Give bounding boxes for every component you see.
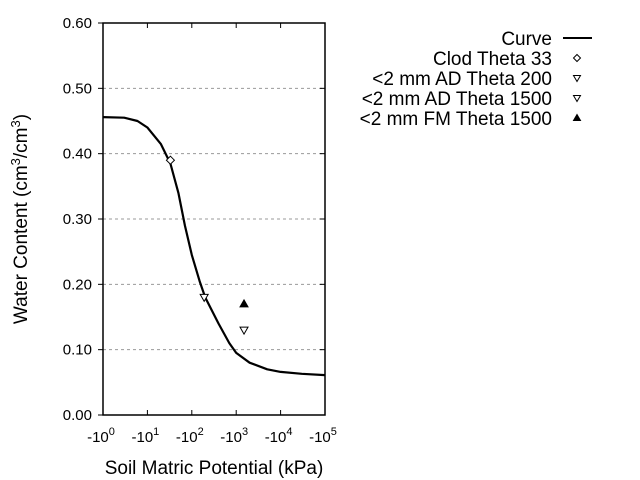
- y-tick-label: 0.40: [63, 146, 92, 163]
- legend-label: <2 mm FM Theta 1500: [360, 109, 552, 130]
- x-tick-label: -103: [220, 426, 248, 446]
- legend-label: <2 mm AD Theta 1500: [362, 89, 552, 110]
- x-tick-label: -104: [265, 426, 293, 446]
- triangle-down-marker: [239, 326, 249, 336]
- legend-label: Clod Theta 33: [433, 49, 552, 70]
- y-axis-label: Water Content (cm3/cm3): [8, 114, 32, 324]
- y-tick-label: 0.60: [63, 15, 92, 32]
- x-tick-label: -102: [176, 426, 204, 446]
- grid-lines: [103, 87, 325, 351]
- triangle-up-marker: [239, 298, 249, 308]
- data-series: [102, 116, 326, 377]
- diamond-marker: [165, 155, 176, 165]
- legend-label: <2 mm AD Theta 200: [372, 69, 552, 90]
- curve-line: [102, 116, 326, 377]
- triangle-down-marker: [199, 293, 210, 303]
- x-axis-label: Soil Matric Potential (kPa): [105, 458, 324, 479]
- y-axis-ticks: 0.00 0.10 0.20 0.30 0.40 0.50 0.60: [63, 15, 325, 424]
- x-tick-label: -100: [87, 426, 115, 446]
- triangle-down-marker: [572, 75, 582, 83]
- x-tick-label: -105: [309, 426, 337, 446]
- y-tick-label: 0.20: [63, 276, 92, 293]
- y-tick-label: 0.00: [63, 407, 92, 424]
- triangle-up-marker: [572, 113, 582, 121]
- y-tick-label: 0.50: [63, 80, 92, 97]
- triangle-down-marker: [572, 95, 582, 103]
- legend-label: Curve: [501, 29, 552, 50]
- y-tick-label: 0.30: [63, 211, 92, 228]
- x-tick-label: -101: [131, 426, 159, 446]
- y-tick-label: 0.10: [63, 342, 92, 359]
- x-axis-ticks: -100 -101 -102 -103 -104 -105: [87, 23, 337, 446]
- diamond-marker: [572, 53, 582, 63]
